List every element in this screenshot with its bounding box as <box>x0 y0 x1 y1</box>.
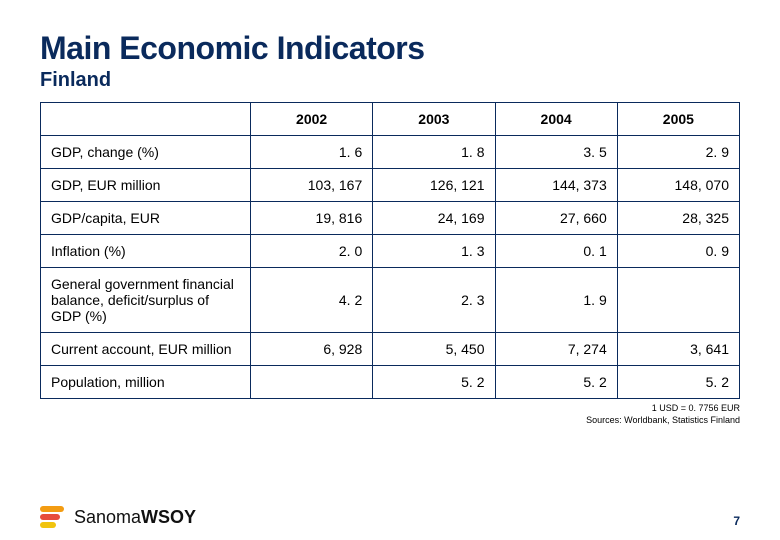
cell-value <box>251 366 373 399</box>
cell-value: 0. 9 <box>617 235 739 268</box>
table-row: GDP/capita, EUR19, 81624, 16927, 66028, … <box>41 202 740 235</box>
col-header: 2003 <box>373 103 495 136</box>
col-header: 2002 <box>251 103 373 136</box>
row-label: Current account, EUR million <box>41 333 251 366</box>
cell-value: 2. 9 <box>617 136 739 169</box>
cell-value: 1. 8 <box>373 136 495 169</box>
table-row: Current account, EUR million6, 9285, 450… <box>41 333 740 366</box>
table-header-row: 2002 2003 2004 2005 <box>41 103 740 136</box>
footnote: 1 USD = 0. 7756 EUR Sources: Worldbank, … <box>40 403 740 426</box>
row-label: GDP/capita, EUR <box>41 202 251 235</box>
table-row: Inflation (%)2. 01. 30. 10. 9 <box>41 235 740 268</box>
footnote-rate: 1 USD = 0. 7756 EUR <box>652 403 740 413</box>
table-row: GDP, EUR million103, 167126, 121144, 373… <box>41 169 740 202</box>
cell-value: 5. 2 <box>617 366 739 399</box>
row-label: GDP, EUR million <box>41 169 251 202</box>
cell-value: 126, 121 <box>373 169 495 202</box>
brand-logo: SanomaWSOY <box>40 506 196 528</box>
table-row: Population, million5. 25. 25. 2 <box>41 366 740 399</box>
row-label: Population, million <box>41 366 251 399</box>
header-blank <box>41 103 251 136</box>
cell-value: 5. 2 <box>495 366 617 399</box>
row-label: Inflation (%) <box>41 235 251 268</box>
indicators-table: 2002 2003 2004 2005 GDP, change (%)1. 61… <box>40 102 740 399</box>
cell-value: 3. 5 <box>495 136 617 169</box>
cell-value: 5. 2 <box>373 366 495 399</box>
col-header: 2005 <box>617 103 739 136</box>
page-subtitle: Finland <box>40 69 740 92</box>
cell-value: 1. 6 <box>251 136 373 169</box>
cell-value: 6, 928 <box>251 333 373 366</box>
cell-value: 1. 9 <box>495 268 617 333</box>
cell-value: 1. 3 <box>373 235 495 268</box>
page-title: Main Economic Indicators <box>40 30 740 67</box>
cell-value: 5, 450 <box>373 333 495 366</box>
page-number: 7 <box>733 514 740 528</box>
footnote-sources: Sources: Worldbank, Statistics Finland <box>586 415 740 425</box>
cell-value: 2. 0 <box>251 235 373 268</box>
cell-value: 0. 1 <box>495 235 617 268</box>
cell-value: 3, 641 <box>617 333 739 366</box>
cell-value: 144, 373 <box>495 169 617 202</box>
logo-mark-icon <box>40 506 68 528</box>
cell-value: 2. 3 <box>373 268 495 333</box>
cell-value: 103, 167 <box>251 169 373 202</box>
cell-value: 4. 2 <box>251 268 373 333</box>
cell-value: 24, 169 <box>373 202 495 235</box>
row-label: General government financial balance, de… <box>41 268 251 333</box>
cell-value <box>617 268 739 333</box>
logo-text: SanomaWSOY <box>74 507 196 528</box>
cell-value: 19, 816 <box>251 202 373 235</box>
cell-value: 7, 274 <box>495 333 617 366</box>
table-row: General government financial balance, de… <box>41 268 740 333</box>
table-row: GDP, change (%)1. 61. 83. 52. 9 <box>41 136 740 169</box>
row-label: GDP, change (%) <box>41 136 251 169</box>
cell-value: 27, 660 <box>495 202 617 235</box>
cell-value: 28, 325 <box>617 202 739 235</box>
col-header: 2004 <box>495 103 617 136</box>
cell-value: 148, 070 <box>617 169 739 202</box>
